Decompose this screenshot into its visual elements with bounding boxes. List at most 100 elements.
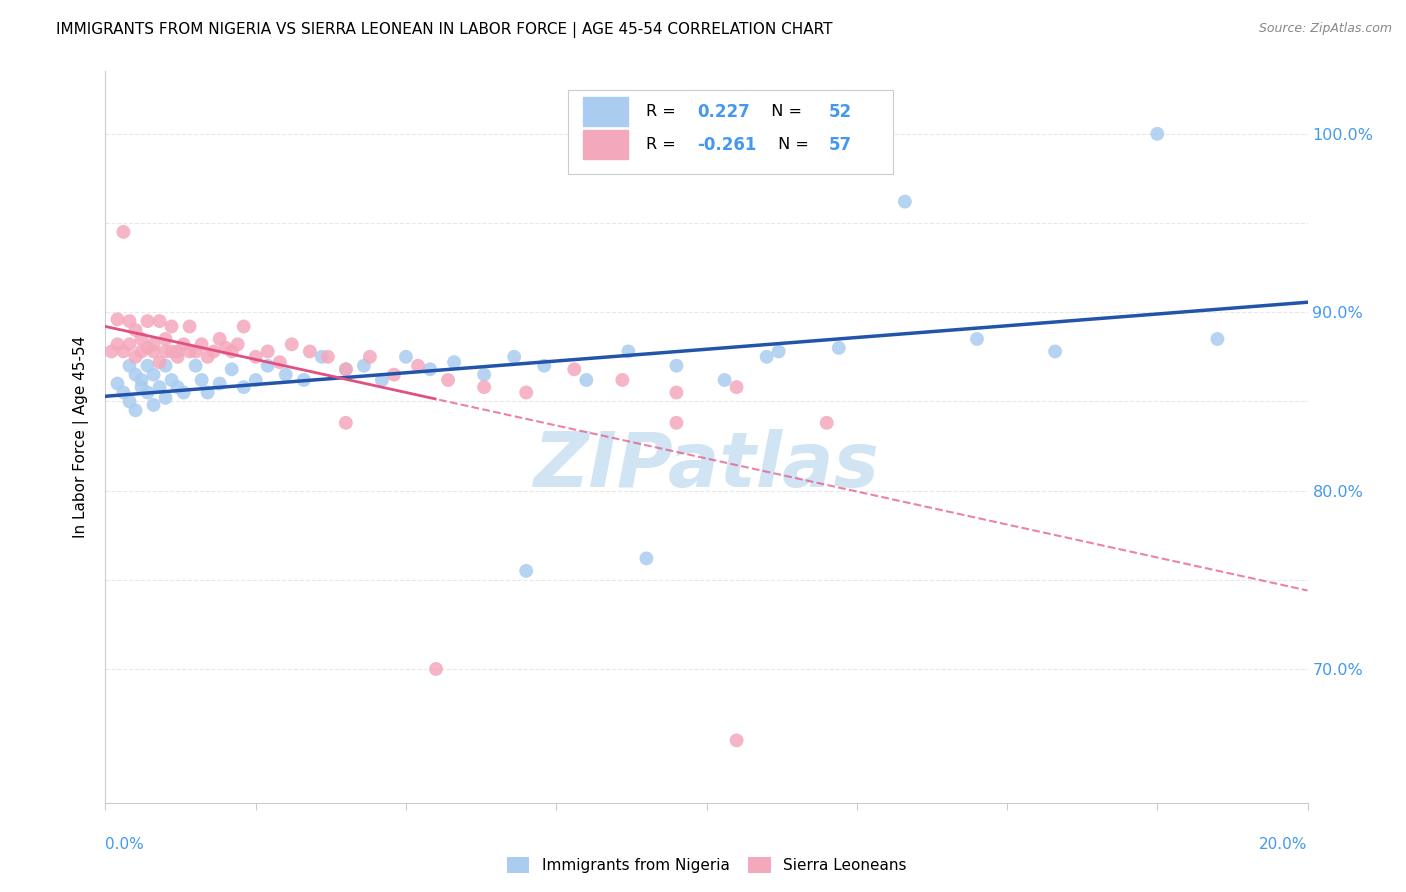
Point	[1146, 127, 1168, 141]
Point	[155, 344, 177, 359]
Point	[100, 344, 122, 359]
Point	[124, 368, 146, 382]
Point	[136, 341, 159, 355]
Point	[636, 551, 658, 566]
Point	[142, 344, 165, 359]
Point	[124, 350, 146, 364]
Point	[245, 373, 267, 387]
Bar	[582, 130, 628, 159]
Point	[166, 380, 188, 394]
Point	[335, 362, 357, 376]
Point	[131, 373, 153, 387]
Point	[179, 319, 201, 334]
Point	[142, 398, 165, 412]
Point	[768, 344, 790, 359]
Point	[815, 416, 838, 430]
Point	[419, 362, 441, 376]
Point	[173, 337, 195, 351]
Text: ZIPatlas: ZIPatlas	[533, 429, 880, 503]
Point	[269, 355, 291, 369]
Point	[1206, 332, 1229, 346]
Point	[214, 341, 236, 355]
Point	[124, 323, 146, 337]
Point	[118, 359, 141, 373]
Text: 0.227: 0.227	[697, 103, 749, 120]
Point	[184, 344, 207, 359]
Point	[256, 344, 278, 359]
Point	[298, 344, 321, 359]
Point	[245, 350, 267, 364]
Point	[274, 368, 297, 382]
Point	[148, 355, 170, 369]
Point	[256, 359, 278, 373]
Point	[406, 359, 429, 373]
Point	[612, 373, 634, 387]
Point	[232, 380, 254, 394]
Point	[166, 350, 188, 364]
Text: 20.0%: 20.0%	[1260, 837, 1308, 852]
Point	[226, 337, 249, 351]
Point	[515, 564, 537, 578]
Point	[335, 416, 357, 430]
Point	[894, 194, 917, 209]
Point	[160, 344, 183, 359]
Text: 0.0%: 0.0%	[105, 837, 145, 852]
Point	[112, 385, 135, 400]
Point	[828, 341, 851, 355]
Point	[184, 359, 207, 373]
Legend: Immigrants from Nigeria, Sierra Leoneans: Immigrants from Nigeria, Sierra Leoneans	[501, 851, 912, 880]
Point	[208, 376, 231, 391]
Point	[359, 350, 381, 364]
Point	[503, 350, 526, 364]
Point	[725, 380, 748, 394]
Point	[142, 368, 165, 382]
Point	[179, 344, 201, 359]
Point	[382, 368, 405, 382]
Point	[725, 733, 748, 747]
Point	[575, 373, 598, 387]
Point	[190, 373, 212, 387]
Point	[148, 380, 170, 394]
Point	[112, 225, 135, 239]
Point	[197, 385, 219, 400]
Text: -0.261: -0.261	[697, 136, 756, 153]
Point	[160, 373, 183, 387]
Point	[160, 319, 183, 334]
Point	[713, 373, 735, 387]
Point	[562, 362, 585, 376]
Point	[665, 385, 688, 400]
Point	[136, 385, 159, 400]
Text: IMMIGRANTS FROM NIGERIA VS SIERRA LEONEAN IN LABOR FORCE | AGE 45-54 CORRELATION: IMMIGRANTS FROM NIGERIA VS SIERRA LEONEA…	[56, 22, 832, 38]
Y-axis label: In Labor Force | Age 45-54: In Labor Force | Age 45-54	[73, 336, 90, 538]
Text: 52: 52	[830, 103, 852, 120]
Point	[425, 662, 447, 676]
Point	[190, 337, 212, 351]
Point	[437, 373, 460, 387]
Point	[281, 337, 304, 351]
Point	[208, 332, 231, 346]
Text: 57: 57	[830, 136, 852, 153]
Point	[316, 350, 339, 364]
Text: Source: ZipAtlas.com: Source: ZipAtlas.com	[1258, 22, 1392, 36]
Point	[395, 350, 418, 364]
Bar	[582, 97, 628, 127]
Point	[118, 337, 141, 351]
Point	[118, 394, 141, 409]
Point	[107, 376, 129, 391]
Point	[515, 385, 537, 400]
Text: N =: N =	[773, 137, 814, 152]
Point	[136, 359, 159, 373]
Point	[335, 362, 357, 376]
Point	[665, 416, 688, 430]
Point	[142, 337, 165, 351]
Point	[232, 319, 254, 334]
Text: R =: R =	[647, 104, 682, 120]
Point	[353, 359, 375, 373]
Point	[617, 344, 640, 359]
Point	[197, 350, 219, 364]
Point	[136, 314, 159, 328]
Point	[221, 362, 243, 376]
Point	[173, 385, 195, 400]
Point	[472, 368, 495, 382]
Point	[166, 344, 188, 359]
